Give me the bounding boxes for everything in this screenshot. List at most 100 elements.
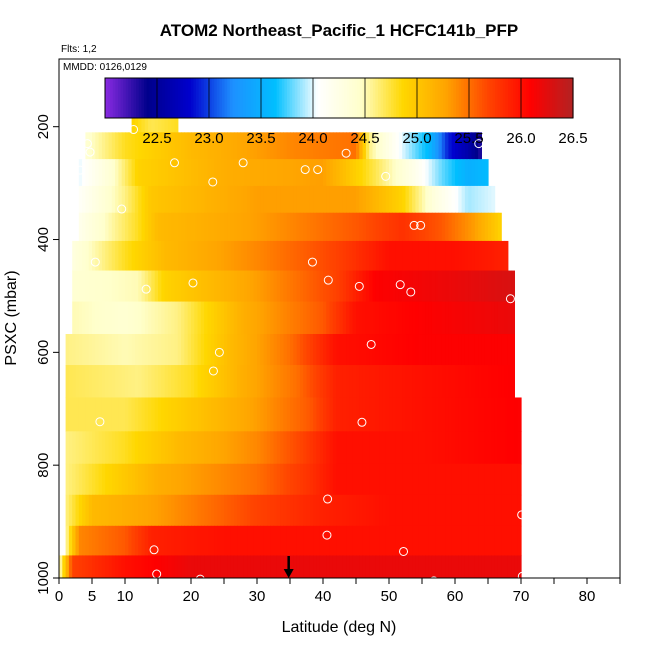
- heatmap-cell: [118, 555, 123, 578]
- heatmap-cell: [283, 240, 288, 272]
- heatmap-cell: [405, 463, 410, 496]
- heatmap-cell: [511, 431, 515, 465]
- colorbar-segment: [526, 78, 530, 118]
- heatmap-cell: [154, 525, 159, 557]
- heatmap-cell: [428, 132, 433, 160]
- heatmap-cell: [365, 301, 370, 335]
- heatmap-cell: [402, 334, 407, 366]
- heatmap-cell: [174, 301, 179, 335]
- heatmap-cell: [164, 132, 169, 160]
- heatmap-cell: [303, 555, 308, 578]
- heatmap-cell: [445, 494, 449, 527]
- heatmap-cell: [154, 185, 159, 214]
- heatmap-cell: [210, 463, 215, 496]
- colorbar-segment: [344, 78, 348, 118]
- heatmap-cell: [187, 334, 192, 366]
- heatmap-cell: [372, 494, 377, 527]
- heatmap-cell: [82, 301, 86, 335]
- colorbar-segment: [531, 78, 535, 118]
- heatmap-cell: [131, 132, 136, 160]
- colorbar-segment: [206, 78, 210, 118]
- heatmap-cell: [197, 270, 202, 303]
- heatmap-cell: [134, 555, 139, 578]
- heatmap-cell: [392, 494, 397, 527]
- heatmap-cell: [72, 555, 77, 578]
- colorbar-segment: [547, 78, 551, 118]
- heatmap-cell: [425, 397, 430, 432]
- heatmap-cell: [78, 301, 83, 335]
- heatmap-cell: [323, 159, 327, 187]
- heatmap-cell: [290, 132, 294, 160]
- heatmap-cell: [339, 397, 344, 432]
- colorbar-segment: [333, 78, 337, 118]
- heatmap-cell: [144, 104, 149, 133]
- heatmap-cell: [273, 463, 278, 496]
- heatmap-cell: [204, 494, 209, 527]
- heatmap-cell: [158, 397, 162, 432]
- heatmap-cell: [286, 212, 291, 242]
- heatmap-cell: [260, 240, 265, 272]
- heatmap-cell: [398, 463, 403, 496]
- heatmap-cell: [187, 301, 192, 335]
- heatmap-cell: [98, 463, 103, 496]
- heatmap-cell: [438, 463, 443, 496]
- heatmap-cell: [263, 463, 268, 496]
- heatmap-cell: [85, 463, 90, 496]
- heatmap-cell: [273, 431, 278, 465]
- heatmap-cell: [286, 334, 291, 366]
- sample-point: [354, 281, 364, 291]
- heatmap-cell: [250, 397, 255, 432]
- heatmap-cell: [151, 397, 156, 432]
- heatmap-cell: [511, 397, 515, 432]
- heatmap-cell: [405, 270, 410, 303]
- heatmap-cell: [118, 463, 123, 496]
- heatmap-cell: [263, 185, 268, 214]
- heatmap-cell: [415, 365, 420, 399]
- heatmap-cell: [111, 463, 116, 496]
- heatmap-cell: [85, 555, 90, 578]
- heatmap-cell: [177, 397, 182, 432]
- heatmap-cell: [303, 301, 308, 335]
- heatmap-cell: [105, 301, 110, 335]
- heatmap-cell: [415, 159, 420, 187]
- heatmap-cell: [260, 431, 265, 465]
- heatmap-cell: [250, 463, 255, 496]
- colorbar-segment: [211, 78, 215, 118]
- heatmap-cell: [415, 334, 420, 366]
- heatmap-cell: [481, 159, 486, 187]
- heatmap-cell: [111, 365, 116, 399]
- heatmap-cell: [75, 365, 80, 399]
- heatmap-cell: [431, 494, 436, 527]
- heatmap-cell: [200, 334, 205, 366]
- heatmap-cell: [263, 397, 268, 432]
- heatmap-cell: [115, 463, 119, 496]
- heatmap-cell: [247, 397, 251, 432]
- heatmap-cell: [504, 525, 509, 557]
- heatmap-cell: [177, 463, 182, 496]
- heatmap-cell: [171, 185, 176, 214]
- heatmap-cell: [451, 555, 456, 578]
- heatmap-cell: [415, 463, 420, 496]
- colorbar-segment: [443, 78, 447, 118]
- heatmap-cell: [478, 270, 482, 303]
- heatmap-cell: [187, 494, 192, 527]
- heatmap-cell: [108, 159, 113, 187]
- colorbar-tick-label: 24.0: [298, 130, 327, 147]
- heatmap-cell: [250, 240, 255, 272]
- heatmap-cell: [105, 334, 110, 366]
- heatmap-cell: [230, 397, 235, 432]
- heatmap-cell: [299, 397, 304, 432]
- heatmap-cell: [389, 334, 393, 366]
- heatmap-cell: [474, 185, 479, 214]
- heatmap-cell: [431, 397, 436, 432]
- heatmap-cell: [151, 525, 156, 557]
- colorbar-segment: [271, 78, 275, 118]
- heatmap-cell: [204, 212, 209, 242]
- heatmap-cell: [217, 431, 222, 465]
- heatmap-cell: [247, 555, 251, 578]
- heatmap-cell: [210, 185, 215, 214]
- heatmap-cell: [210, 212, 215, 242]
- heatmap-cell: [191, 270, 195, 303]
- heatmap-cell: [154, 463, 159, 496]
- heatmap-cell: [108, 463, 113, 496]
